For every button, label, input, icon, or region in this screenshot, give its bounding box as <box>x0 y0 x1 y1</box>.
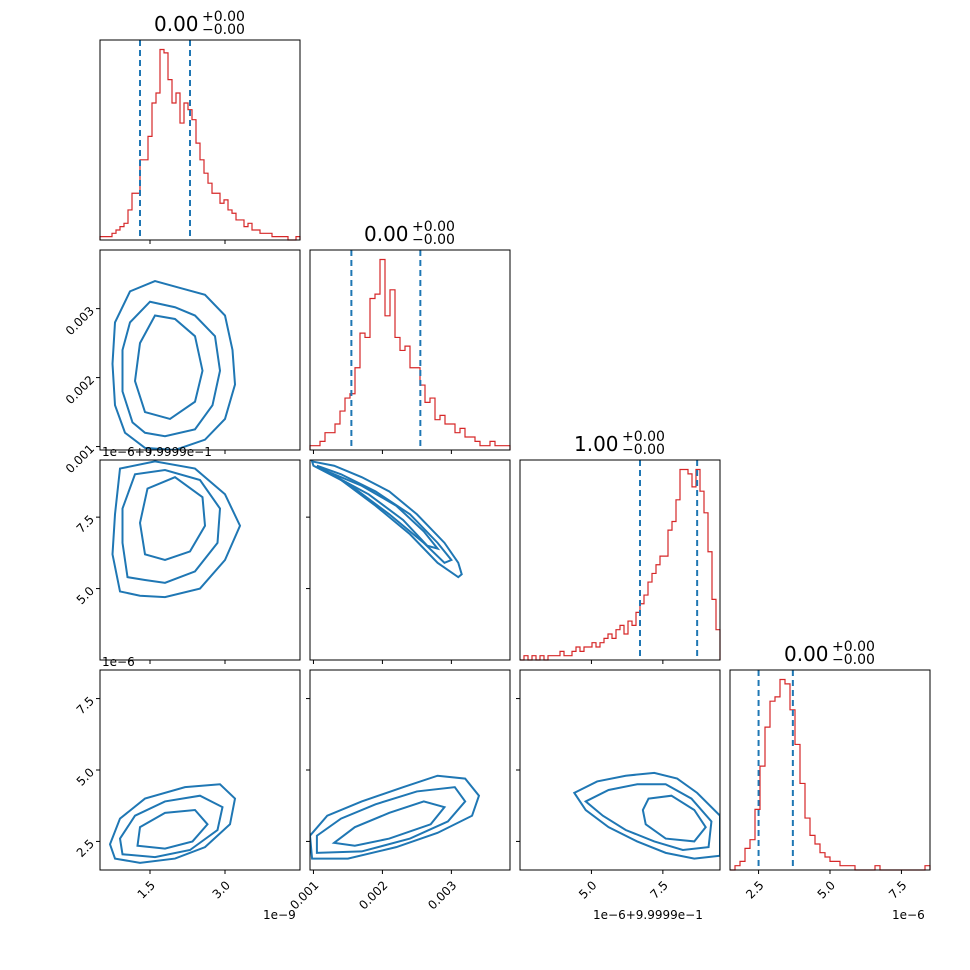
axes-layer <box>96 39 931 874</box>
panel-title-plus-2: +0.00 <box>622 429 665 445</box>
panel-title-minus-0: −0.00 <box>202 22 245 38</box>
axes-frame-2-0 <box>99 459 301 661</box>
x-tick-label-1-1: 0.002 <box>356 878 390 912</box>
panel-title-3: 0.00 <box>784 642 829 666</box>
histogram-layer <box>99 40 931 871</box>
contour-level-3-1-0 <box>310 774 481 860</box>
contour-panel-3-1 <box>310 774 481 860</box>
offset-label-p2-x: 1e−6+9.9999e−1 <box>593 908 703 922</box>
contour-panel-2-1 <box>310 460 463 579</box>
contour-level-2-1-1 <box>316 464 453 565</box>
offset-label-p3-y: 1e−6 <box>102 655 135 669</box>
axes-frame-1-1 <box>309 249 511 451</box>
y-tick-label-1-1: 0.002 <box>63 373 97 407</box>
contour-level-1-0-1 <box>121 300 222 438</box>
text-layer: 0.00 +0.00−0.000.00 +0.00−0.001.00 +0.00−0.… <box>63 9 925 922</box>
contour-level-1-0-0 <box>111 279 237 450</box>
panel-title-plus-0: +0.00 <box>202 9 245 25</box>
panel-title-2: 1.00 <box>574 432 619 456</box>
contour-panel-3-0 <box>108 783 237 864</box>
contour-level-3-1-1 <box>315 786 467 854</box>
offset-label-p3-x: 1e−6 <box>892 908 925 922</box>
y-tick-label-3-0: 2.5 <box>74 837 97 860</box>
panel-title-minus-3: −0.00 <box>832 652 875 668</box>
x-tick-label-3-0: 2.5 <box>743 878 766 901</box>
axes-frame-2-2 <box>519 459 721 661</box>
panel-title-1: 0.00 <box>364 222 409 246</box>
offset-label-p2-y: 1e−6+9.9999e−1 <box>102 445 212 459</box>
histogram-3 <box>730 678 931 871</box>
contour-level-2-0-2 <box>138 476 207 562</box>
contour-level-3-0-2 <box>136 808 209 850</box>
contour-level-2-0-0 <box>111 460 242 599</box>
x-tick-label-1-2: 0.003 <box>425 878 459 912</box>
contour-level-3-2-1 <box>583 783 713 852</box>
panel-title-minus-1: −0.00 <box>412 232 455 248</box>
axes-frame-0-0 <box>99 39 301 241</box>
axes-frame-3-1 <box>309 669 511 871</box>
panel-title-plus-1: +0.00 <box>412 219 455 235</box>
y-tick-label-1-2: 0.003 <box>63 304 97 338</box>
axes-frame-1-0 <box>99 249 301 451</box>
contour-level-3-1-2 <box>331 800 447 847</box>
panel-title-0: 0.00 <box>154 12 199 36</box>
x-tick-label-3-1: 5.0 <box>815 878 838 901</box>
y-tick-label-2-0: 5.0 <box>74 584 97 607</box>
x-tick-label-2-1: 7.5 <box>648 878 671 901</box>
contour-level-3-0-0 <box>108 783 237 864</box>
y-tick-label-3-2: 7.5 <box>74 694 97 717</box>
contour-level-1-0-2 <box>133 314 204 421</box>
histogram-0 <box>99 48 301 241</box>
axes-frame-3-0 <box>99 669 301 871</box>
contour-panel-2-0 <box>111 460 242 599</box>
contour-level-2-0-1 <box>121 468 222 584</box>
panel-title-plus-3: +0.00 <box>832 639 875 655</box>
histogram-1 <box>309 258 511 450</box>
contour-level-3-2-2 <box>641 794 707 843</box>
offset-label-p1-x: 1e−9 <box>263 908 296 922</box>
contour-level-3-0-1 <box>118 794 224 859</box>
panel-title-minus-2: −0.00 <box>622 442 665 458</box>
y-tick-label-2-1: 7.5 <box>74 512 97 535</box>
contour-layer <box>108 279 720 864</box>
x-tick-label-3-2: 7.5 <box>886 878 909 901</box>
contour-level-2-1-0 <box>310 460 463 579</box>
y-tick-label-1-0: 0.001 <box>63 442 97 476</box>
contour-panel-3-2 <box>572 771 720 860</box>
histogram-2 <box>520 468 721 661</box>
contour-panel-1-0 <box>111 279 237 450</box>
y-tick-label-3-1: 5.0 <box>74 765 97 788</box>
x-tick-label-0-0: 1.5 <box>135 878 158 901</box>
x-tick-label-2-0: 5.0 <box>576 878 599 901</box>
x-tick-label-0-1: 3.0 <box>210 878 233 901</box>
axes-frame-2-1 <box>309 459 511 661</box>
contour-level-2-1-2 <box>326 470 441 551</box>
contour-level-3-2-0 <box>572 771 720 860</box>
